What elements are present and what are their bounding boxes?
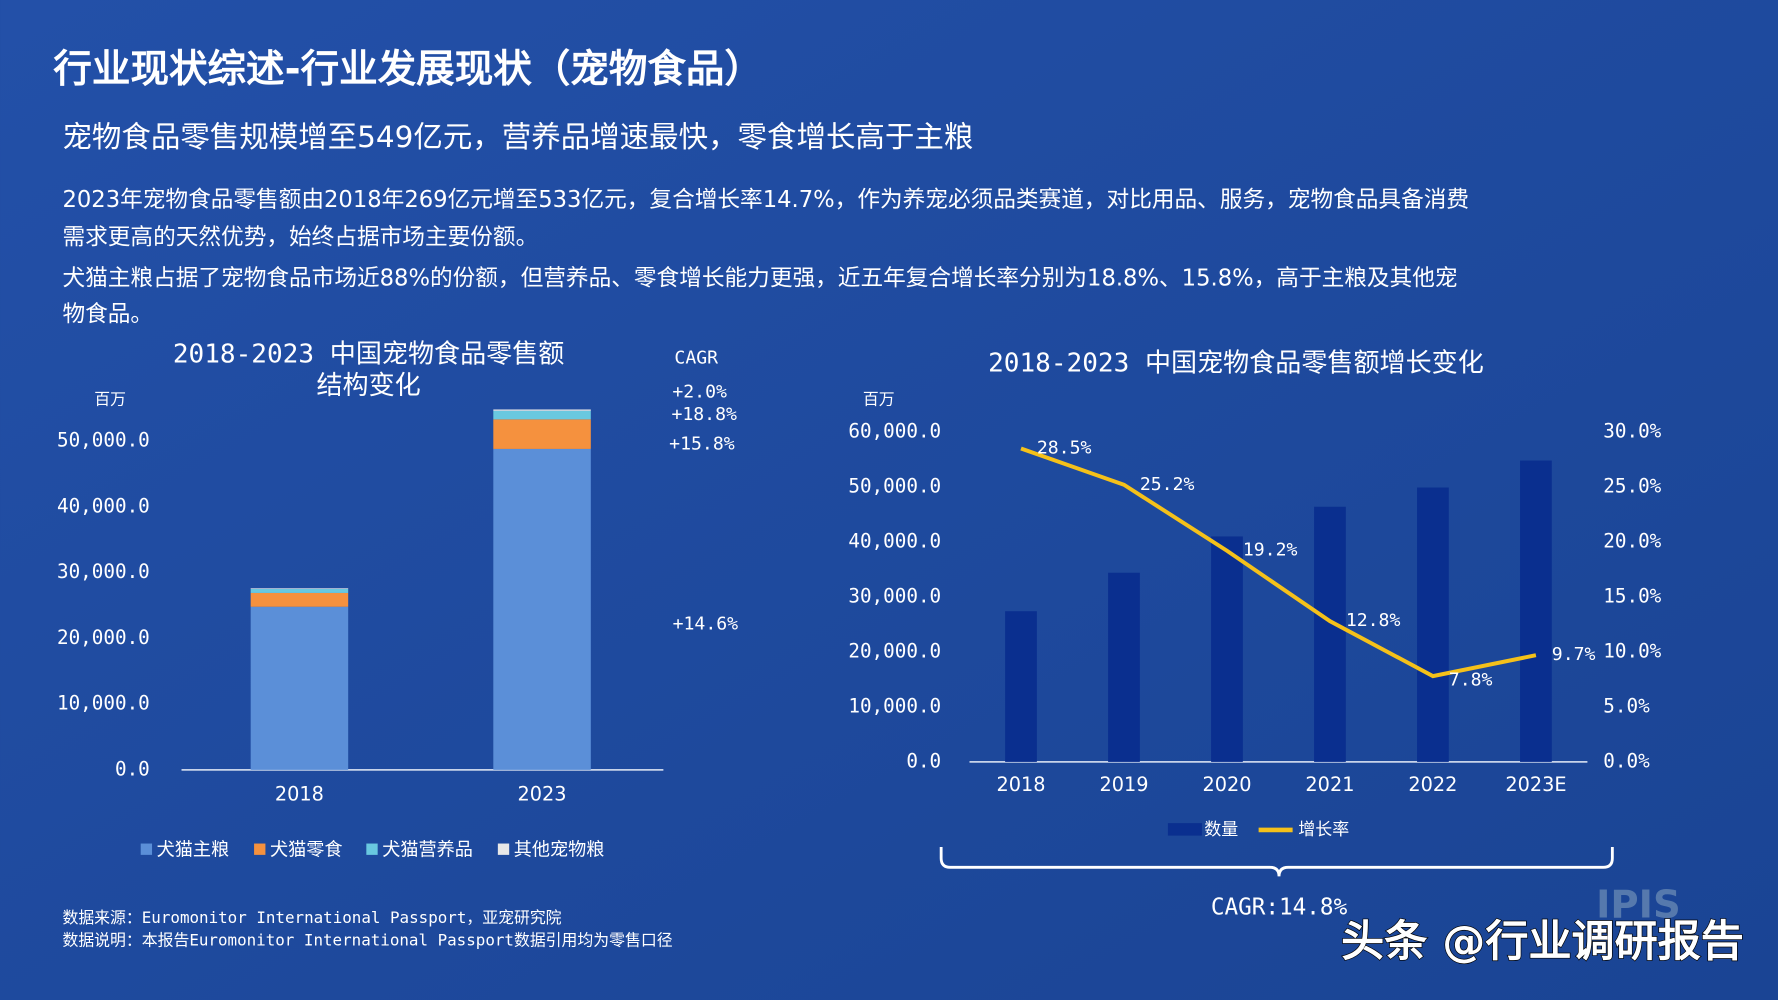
cagr-annotation: CAGR bbox=[674, 347, 718, 368]
legend-label: 数量 bbox=[1204, 820, 1238, 840]
legend-swatch bbox=[254, 843, 266, 855]
cagr-annotation: +2.0% bbox=[672, 381, 727, 402]
source-note: 数据说明：本报告Euromonitor International Passpo… bbox=[62, 931, 672, 950]
chart-title: 2018-2023 中国宠物食品零售额 bbox=[173, 339, 564, 369]
data-label: 19.2% bbox=[1243, 540, 1298, 561]
data-label: 28.5% bbox=[1037, 437, 1092, 458]
x-tick-label: 2018 bbox=[996, 773, 1045, 796]
x-tick-label: 2023E bbox=[1505, 773, 1566, 796]
source-note: 数据来源：Euromonitor International Passport，… bbox=[62, 908, 561, 927]
slide-subtitle: 宠物食品零售规模增至549亿元，营养品增速最快，零食增长高于主粮 bbox=[62, 120, 973, 154]
x-tick-label: 2021 bbox=[1305, 773, 1354, 796]
y-tick-label: 50,000.0 bbox=[848, 474, 941, 497]
bar-segment bbox=[493, 419, 591, 449]
y2-tick-label: 25.0% bbox=[1603, 474, 1661, 497]
x-tick-label: 2019 bbox=[1099, 773, 1148, 796]
legend-swatch bbox=[140, 843, 153, 855]
paragraph-line: 需求更高的天然优势，始终占据市场主要份额。 bbox=[62, 225, 538, 251]
bar-segment bbox=[493, 448, 591, 770]
x-tick-label: 2018 bbox=[275, 782, 324, 805]
legend-label: 犬猫营养品 bbox=[382, 839, 473, 860]
data-label: 9.7% bbox=[1552, 644, 1596, 665]
y2-tick-label: 10.0% bbox=[1603, 639, 1661, 662]
bar bbox=[1005, 611, 1037, 762]
bar bbox=[1520, 460, 1552, 762]
growth-line bbox=[1020, 446, 1537, 679]
chart-title: 2018-2023 中国宠物食品零售额增长变化 bbox=[988, 348, 1484, 378]
legend-label: 其他宠物粮 bbox=[514, 839, 605, 860]
x-tick-label: 2020 bbox=[1202, 773, 1251, 796]
y-tick-label: 20,000.0 bbox=[848, 639, 941, 662]
bar bbox=[1417, 487, 1449, 762]
chart-title: 结构变化 bbox=[316, 371, 420, 401]
logo: IPIS bbox=[1596, 883, 1681, 928]
x-tick-label: 2023 bbox=[518, 782, 567, 805]
y-tick-label: 40,000.0 bbox=[848, 529, 941, 552]
legend-label: 犬猫主粮 bbox=[157, 839, 230, 860]
paragraph-line: 犬猫主粮占据了宠物食品市场近88%的份额，但营养品、零食增长能力更强，近五年复合… bbox=[62, 265, 1457, 291]
legend-label: 增长率 bbox=[1298, 820, 1349, 840]
paragraph-line: 2023年宠物食品零售额由2018年269亿元增至533亿元，复合增长率14.7… bbox=[62, 187, 1469, 213]
bar-segment bbox=[493, 409, 591, 411]
bar-segment bbox=[250, 589, 349, 593]
legend-label: 犬猫零食 bbox=[270, 839, 343, 860]
data-label: 12.8% bbox=[1346, 610, 1401, 631]
cagr-annotation: +14.6% bbox=[673, 614, 739, 635]
data-label: 7.8% bbox=[1449, 670, 1493, 691]
y-tick-label: 40,000.0 bbox=[57, 494, 150, 517]
cagr-label: CAGR:14.8% bbox=[1211, 895, 1348, 921]
bar bbox=[1314, 506, 1346, 762]
legend-swatch bbox=[1167, 823, 1202, 836]
y2-tick-label: 0.0% bbox=[1603, 749, 1650, 772]
cagr-annotation: +15.8% bbox=[669, 433, 735, 454]
bar-segment bbox=[250, 592, 349, 607]
y-tick-label: 60,000.0 bbox=[848, 419, 941, 442]
y-tick-label: 10,000.0 bbox=[848, 694, 941, 717]
bar-segment bbox=[250, 588, 349, 590]
x-tick-label: 2022 bbox=[1408, 773, 1457, 796]
y2-tick-label: 5.0% bbox=[1603, 694, 1650, 717]
unit-label: 百万 bbox=[94, 390, 126, 409]
cagr-brace bbox=[939, 846, 1614, 877]
cagr-annotation: +18.8% bbox=[671, 404, 737, 425]
legend-swatch bbox=[366, 843, 378, 855]
y-tick-label: 20,000.0 bbox=[57, 626, 150, 649]
y-tick-label: 0.0 bbox=[115, 757, 150, 780]
y-tick-label: 30,000.0 bbox=[848, 584, 941, 607]
y-tick-label: 50,000.0 bbox=[57, 429, 150, 452]
y2-tick-label: 15.0% bbox=[1603, 584, 1661, 607]
y-tick-label: 0.0 bbox=[906, 749, 941, 772]
y-tick-label: 10,000.0 bbox=[57, 692, 150, 715]
bar bbox=[1108, 572, 1140, 762]
paragraph-line: 物食品。 bbox=[62, 302, 153, 328]
y-tick-label: 30,000.0 bbox=[57, 560, 150, 583]
y2-tick-label: 30.0% bbox=[1603, 419, 1661, 442]
bar-segment bbox=[250, 606, 349, 770]
legend-swatch bbox=[497, 843, 510, 855]
slide-title: 行业现状综述-行业发展现状（宠物食品） bbox=[53, 47, 763, 92]
data-label: 25.2% bbox=[1140, 474, 1195, 495]
y2-tick-label: 20.0% bbox=[1603, 529, 1661, 552]
bar bbox=[1211, 536, 1243, 762]
bar-segment bbox=[493, 410, 591, 420]
watermark: 头条 @行业调研报告 bbox=[1341, 917, 1744, 967]
unit-label: 百万 bbox=[863, 390, 895, 409]
